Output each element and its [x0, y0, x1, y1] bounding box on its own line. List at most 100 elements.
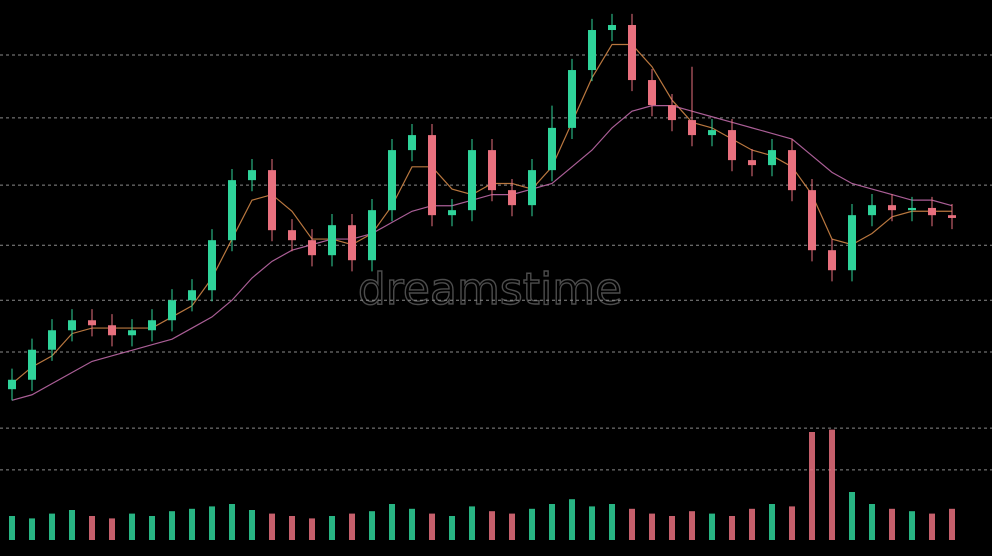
- candle-body: [148, 320, 156, 331]
- candle-body: [748, 160, 756, 166]
- candle-body: [28, 349, 36, 380]
- candle-body: [288, 230, 296, 241]
- candle-body: [668, 105, 676, 121]
- volume-bar: [789, 506, 795, 540]
- volume-bar: [449, 516, 455, 540]
- volume-bar: [329, 516, 335, 540]
- candle-body: [388, 150, 396, 211]
- candle-body: [508, 190, 516, 206]
- volume-bar: [369, 511, 375, 540]
- candle-body: [208, 240, 216, 291]
- candle-body: [48, 330, 56, 350]
- candle-body: [948, 215, 956, 218]
- candle-body: [68, 320, 76, 331]
- candle-body: [308, 240, 316, 256]
- candle-body: [348, 225, 356, 261]
- volume-bar: [209, 506, 215, 540]
- volume-bar: [349, 513, 355, 540]
- candle-body: [888, 205, 896, 211]
- candle-body: [528, 170, 536, 206]
- volume-bar: [489, 511, 495, 540]
- volume-bar: [429, 513, 435, 540]
- volume-bar: [949, 508, 955, 540]
- volume-bar: [589, 506, 595, 540]
- candle-body: [488, 150, 496, 191]
- volume-bar: [769, 504, 775, 540]
- volume-bar: [389, 504, 395, 540]
- candle-body: [568, 70, 576, 128]
- volume-bar: [149, 516, 155, 540]
- volume-bar: [709, 513, 715, 540]
- volume-bar: [909, 511, 915, 540]
- volume-bar: [669, 516, 675, 540]
- volume-bar: [749, 508, 755, 540]
- candle-body: [468, 150, 476, 211]
- volume-bar: [469, 506, 475, 540]
- volume-bar: [109, 518, 115, 540]
- volume-bar: [809, 432, 815, 540]
- candle-body: [928, 207, 936, 216]
- volume-bar: [549, 504, 555, 540]
- candle-body: [728, 130, 736, 161]
- candle-body: [788, 150, 796, 191]
- candle-body: [548, 127, 556, 171]
- candle-body: [188, 290, 196, 301]
- candle-body: [648, 80, 656, 106]
- volume-bar: [249, 510, 255, 540]
- volume-bar: [629, 508, 635, 540]
- volume-bar: [849, 492, 855, 540]
- volume-bar: [889, 508, 895, 540]
- candle-body: [368, 210, 376, 261]
- volume-bar: [729, 516, 735, 540]
- candle-body: [708, 130, 716, 136]
- volume-bar: [829, 429, 835, 540]
- volume-bar: [49, 513, 55, 540]
- volume-bar: [689, 511, 695, 540]
- volume-bar: [269, 513, 275, 540]
- candle-body: [168, 300, 176, 321]
- candle-body: [868, 205, 876, 216]
- candle-body: [588, 30, 596, 71]
- candle-body: [408, 135, 416, 151]
- watermark: dreamstime: [358, 264, 622, 315]
- volume-bar: [609, 504, 615, 540]
- candle-body: [228, 180, 236, 241]
- volume-bar: [189, 508, 195, 540]
- volume-bar: [29, 518, 35, 540]
- volume-bar: [69, 510, 75, 540]
- volume-bar: [129, 513, 135, 540]
- candle-body: [768, 150, 776, 166]
- volume-bar: [9, 516, 15, 540]
- candle-body: [328, 225, 336, 256]
- candle-body: [908, 207, 916, 211]
- volume-bar: [529, 508, 535, 540]
- volume-bar: [649, 513, 655, 540]
- volume-bar: [229, 504, 235, 540]
- moving-average-line: [11, 105, 953, 401]
- candle-body: [248, 170, 256, 181]
- candle-body: [268, 170, 276, 231]
- candle-body: [428, 135, 436, 216]
- volume-bar: [569, 499, 575, 540]
- candle-body: [108, 325, 116, 336]
- candle-body: [828, 250, 836, 271]
- candle-body: [128, 330, 136, 336]
- candle-body: [8, 379, 16, 390]
- volume-bar: [169, 511, 175, 540]
- volume-bar: [309, 518, 315, 540]
- volume-bar: [929, 513, 935, 540]
- candle-body: [88, 320, 96, 326]
- candle-body: [688, 120, 696, 136]
- volume-bar: [509, 513, 515, 540]
- volume-bar: [89, 516, 95, 540]
- volume-bar: [289, 516, 295, 540]
- volume-bar: [869, 504, 875, 540]
- candle-body: [848, 215, 856, 271]
- volume-bar: [409, 508, 415, 540]
- candle-body: [448, 210, 456, 216]
- candle-body: [628, 25, 636, 81]
- candle-body: [608, 25, 616, 31]
- candle-body: [808, 190, 816, 251]
